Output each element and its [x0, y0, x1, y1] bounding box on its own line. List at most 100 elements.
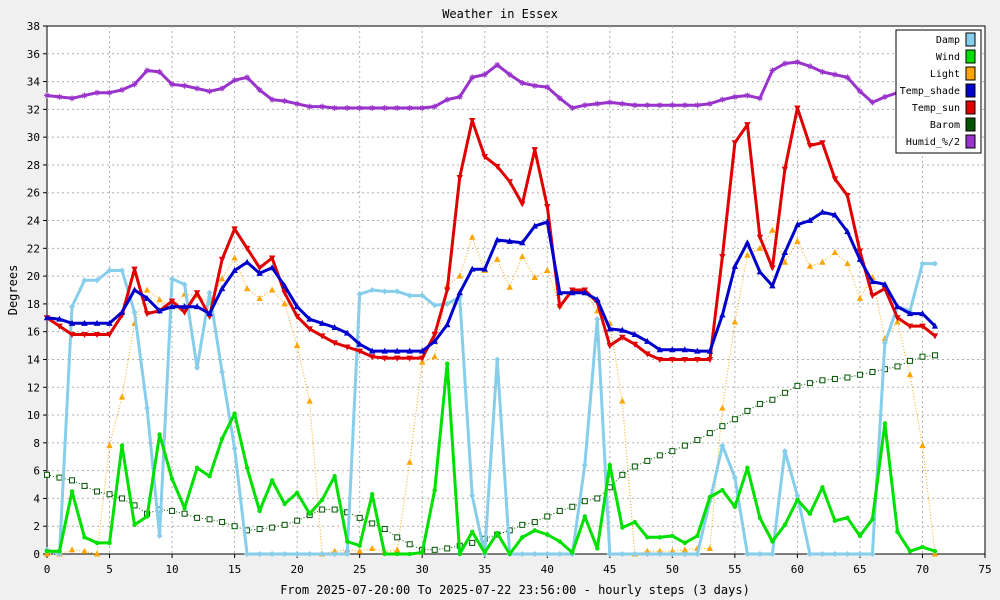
data-point: [206, 289, 213, 296]
x-tick-label: 50: [666, 563, 679, 576]
data-point: [93, 319, 101, 326]
data-point: [631, 551, 638, 557]
x-tick-label: 20: [291, 563, 304, 576]
data-point: [669, 356, 676, 363]
data-point: [231, 267, 238, 274]
data-point: [619, 334, 626, 341]
data-point: [769, 282, 776, 289]
data-point: [781, 248, 789, 255]
data-point: [406, 347, 413, 354]
data-point: [531, 147, 538, 154]
data-point: [307, 511, 312, 516]
legend-label-temp-sun: Temp_sun: [912, 103, 960, 114]
data-point: [381, 104, 388, 111]
legend-swatch-barom: [965, 117, 976, 132]
data-point: [531, 82, 538, 89]
data-point: [319, 497, 325, 503]
data-point: [331, 506, 338, 513]
y-tick-label: 0: [33, 548, 40, 561]
data-point: [257, 508, 262, 514]
data-point: [919, 310, 926, 317]
data-point: [256, 265, 263, 272]
data-point: [206, 88, 213, 95]
data-point: [269, 524, 276, 531]
data-point: [369, 492, 375, 497]
legend-swatch-humid-2: [965, 134, 976, 149]
data-point: [268, 286, 276, 293]
data-point: [445, 361, 450, 366]
data-point: [144, 514, 150, 519]
data-point: [56, 93, 63, 100]
data-point: [744, 551, 751, 557]
x-tick-label: 55: [728, 563, 741, 576]
data-point: [419, 104, 426, 111]
data-point: [806, 380, 813, 387]
data-point: [144, 405, 151, 412]
data-point: [294, 490, 300, 496]
data-point: [619, 326, 626, 333]
data-point: [919, 353, 926, 360]
data-point: [256, 551, 263, 557]
data-point: [531, 519, 538, 526]
x-tick-label: 70: [916, 563, 929, 576]
data-point: [731, 318, 739, 325]
data-point: [393, 347, 401, 354]
data-point: [719, 254, 726, 261]
data-point: [56, 474, 63, 481]
data-point: [68, 546, 76, 553]
data-point: [81, 331, 88, 338]
data-point: [731, 140, 739, 147]
data-point: [919, 442, 926, 449]
data-point: [431, 546, 438, 553]
data-point: [406, 541, 413, 548]
data-point: [756, 268, 764, 275]
data-point: [244, 551, 251, 557]
data-point: [344, 104, 351, 111]
data-point: [281, 290, 288, 297]
data-point: [356, 340, 363, 347]
data-point: [406, 104, 413, 111]
data-point: [806, 142, 814, 149]
data-point: [744, 92, 751, 99]
data-point: [469, 539, 476, 546]
data-point: [44, 549, 50, 554]
series-line-wind: [47, 362, 936, 556]
data-point: [69, 477, 76, 484]
data-point: [69, 303, 76, 310]
y-tick-label: 26: [27, 187, 40, 200]
data-point: [94, 89, 101, 96]
data-point: [293, 303, 301, 310]
y-tick-label: 2: [33, 520, 40, 533]
data-point: [281, 282, 288, 289]
data-point: [931, 333, 939, 340]
series-wind: [44, 361, 938, 557]
data-point: [281, 521, 288, 528]
data-point: [607, 462, 612, 468]
data-point: [781, 389, 788, 396]
data-point: [306, 326, 313, 333]
data-point: [118, 393, 126, 400]
data-point: [81, 482, 88, 489]
data-point: [306, 103, 313, 110]
x-tick-label: 75: [978, 563, 991, 576]
data-point: [781, 166, 789, 173]
data-point: [169, 275, 176, 282]
data-point: [844, 260, 851, 267]
data-point: [131, 266, 138, 273]
data-point: [194, 364, 201, 371]
data-point: [882, 421, 888, 426]
data-point: [294, 517, 301, 524]
data-point: [731, 93, 738, 100]
series-temp-shade: [43, 208, 939, 354]
data-point: [82, 535, 87, 540]
data-point: [594, 296, 601, 303]
data-point: [681, 551, 688, 557]
data-point: [256, 86, 263, 93]
data-point: [44, 92, 50, 99]
data-point: [931, 260, 938, 267]
data-point: [770, 539, 775, 544]
data-point: [881, 280, 889, 287]
data-point: [519, 551, 526, 557]
data-point: [719, 442, 726, 449]
data-point: [820, 485, 825, 490]
